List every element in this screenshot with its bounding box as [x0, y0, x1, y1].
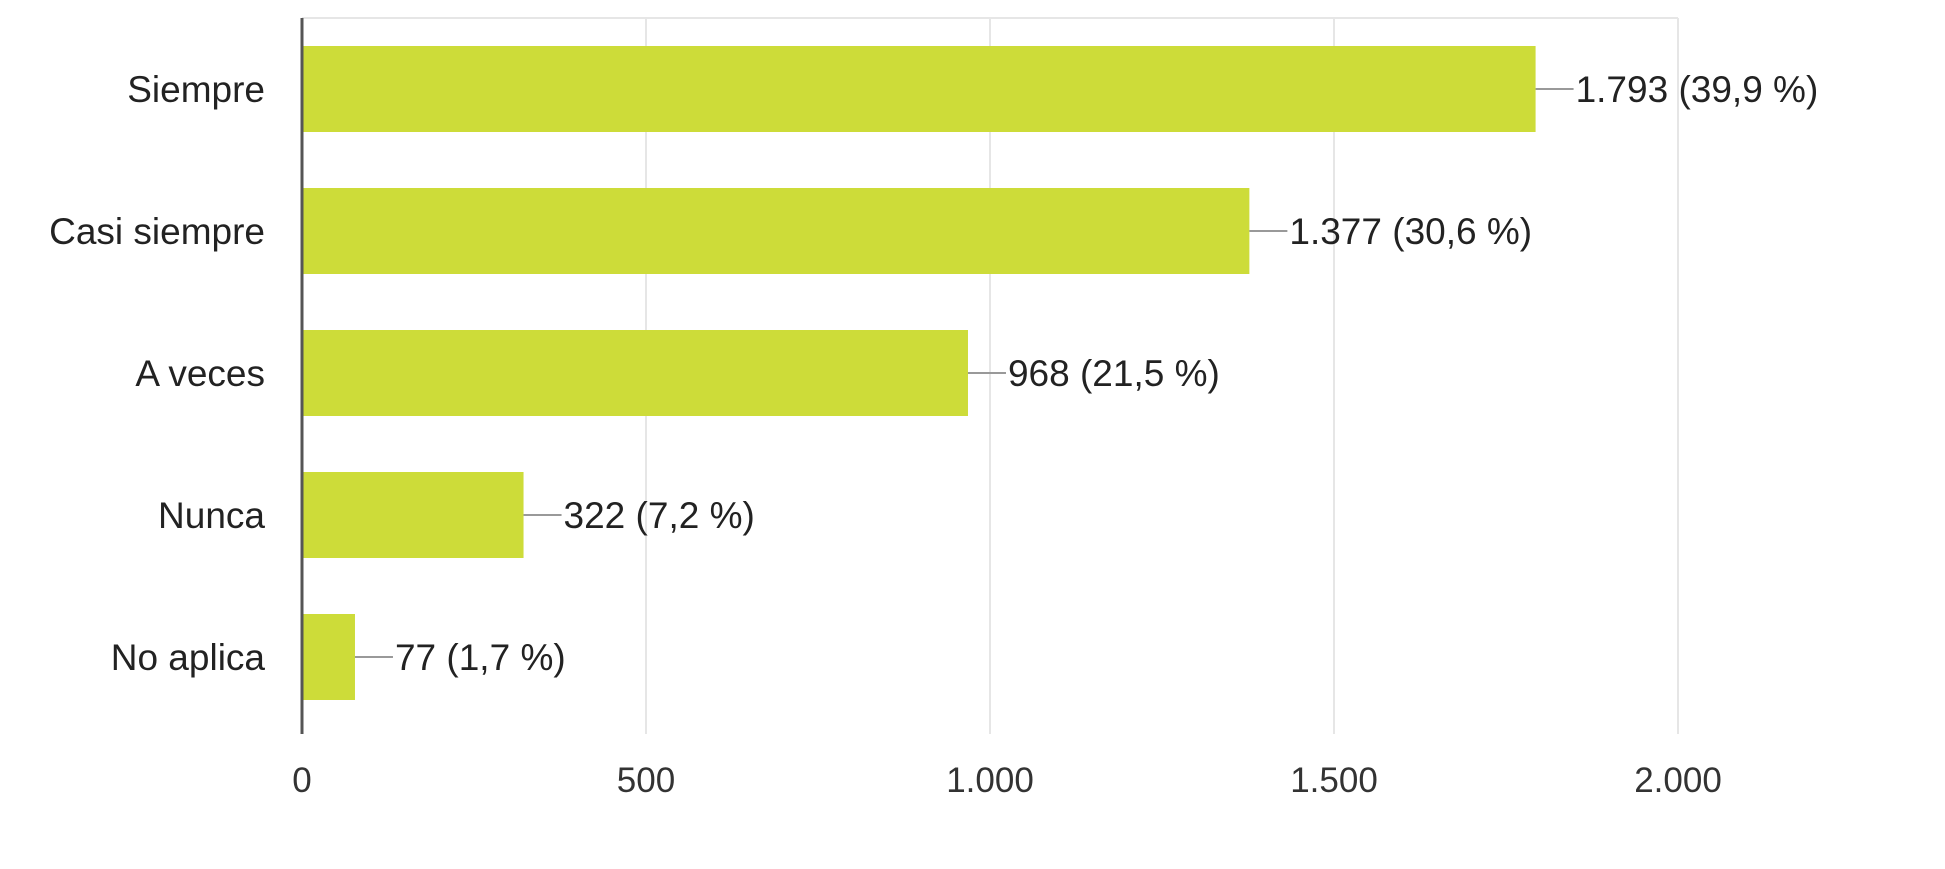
bar	[302, 330, 968, 416]
category-label: Casi siempre	[49, 211, 265, 252]
bar	[302, 472, 524, 558]
data-label-leaders	[354, 88, 1574, 658]
data-label: 968 (21,5 %)	[1008, 353, 1220, 394]
category-labels: Siempre Casi siempre A veces Nunca No aplica	[49, 69, 265, 678]
data-label: 322 (7,2 %)	[564, 495, 755, 536]
bar	[302, 46, 1536, 132]
x-tick-label: 1.500	[1290, 761, 1378, 800]
category-label: A veces	[135, 353, 265, 394]
gridlines	[302, 17, 1679, 734]
x-tick-label: 2.000	[1634, 761, 1722, 800]
data-label: 77 (1,7 %)	[395, 637, 566, 678]
x-tick-label: 0	[292, 761, 311, 800]
bar	[302, 614, 355, 700]
bars	[302, 46, 1536, 700]
category-label: Nunca	[158, 495, 265, 536]
bar	[302, 188, 1250, 274]
data-label: 1.793 (39,9 %)	[1576, 69, 1819, 110]
data-label: 1.377 (30,6 %)	[1289, 211, 1532, 252]
x-axis-tick-labels: 0 500 1.000 1.500 2.000	[292, 761, 1722, 800]
x-tick-label: 500	[617, 761, 675, 800]
data-labels: 1.793 (39,9 %) 1.377 (30,6 %) 968 (21,5 %)…	[395, 69, 1818, 678]
category-label: No aplica	[111, 637, 266, 678]
category-label: Siempre	[127, 69, 265, 110]
x-tick-label: 1.000	[946, 761, 1034, 800]
